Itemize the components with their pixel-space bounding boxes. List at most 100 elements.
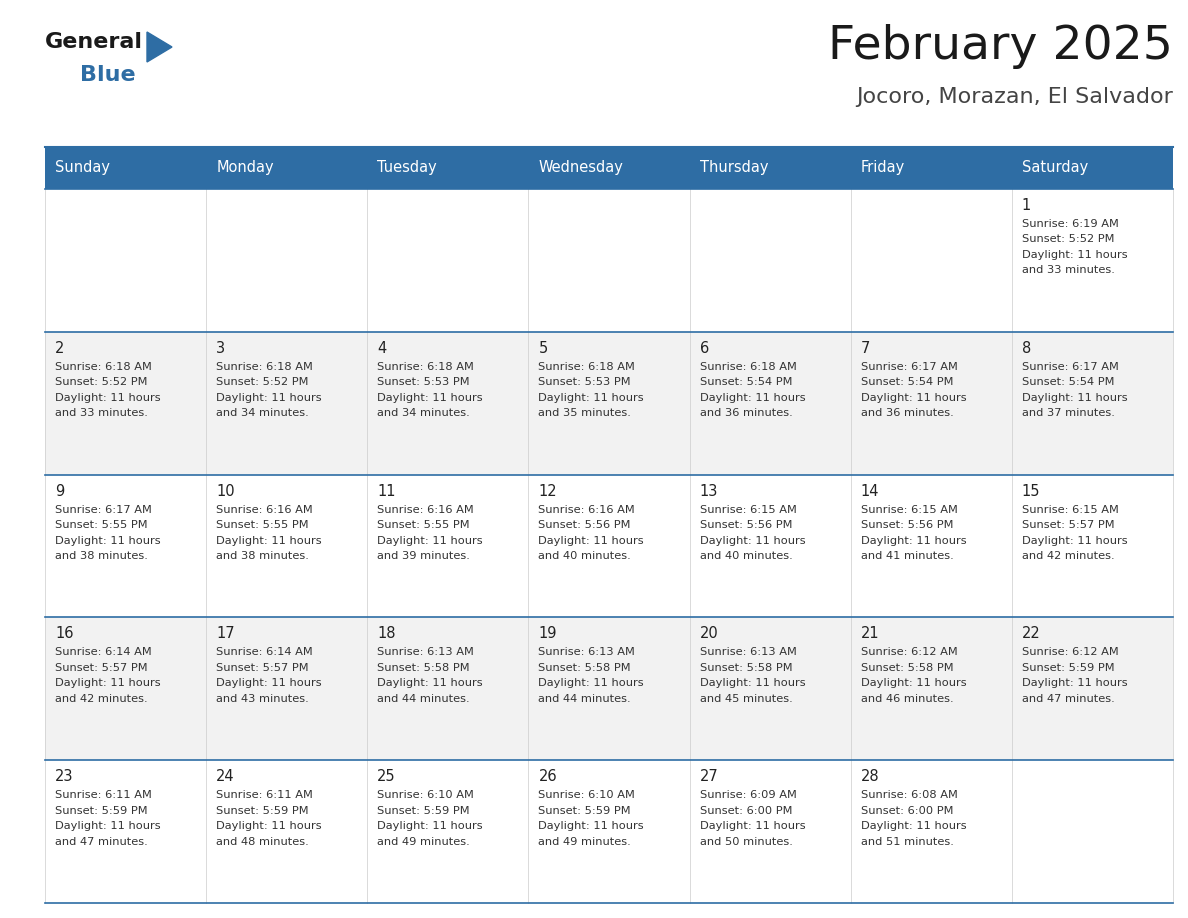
Text: and 43 minutes.: and 43 minutes. <box>216 694 309 704</box>
Text: 22: 22 <box>1022 626 1041 642</box>
Text: Sunrise: 6:11 AM: Sunrise: 6:11 AM <box>55 790 152 800</box>
Text: Sunrise: 6:10 AM: Sunrise: 6:10 AM <box>538 790 636 800</box>
Text: Daylight: 11 hours: Daylight: 11 hours <box>861 393 966 403</box>
Text: Sunset: 5:55 PM: Sunset: 5:55 PM <box>378 521 470 530</box>
Text: and 41 minutes.: and 41 minutes. <box>861 551 954 561</box>
Text: Sunrise: 6:17 AM: Sunrise: 6:17 AM <box>1022 362 1119 372</box>
Text: Daylight: 11 hours: Daylight: 11 hours <box>55 535 160 545</box>
Text: and 36 minutes.: and 36 minutes. <box>861 409 954 419</box>
Text: and 44 minutes.: and 44 minutes. <box>378 694 470 704</box>
Text: Sunset: 5:57 PM: Sunset: 5:57 PM <box>55 663 147 673</box>
Text: and 34 minutes.: and 34 minutes. <box>216 409 309 419</box>
Text: 21: 21 <box>861 626 879 642</box>
Text: Sunset: 6:00 PM: Sunset: 6:00 PM <box>700 806 792 816</box>
Text: Sunrise: 6:18 AM: Sunrise: 6:18 AM <box>55 362 152 372</box>
Text: Sunset: 5:58 PM: Sunset: 5:58 PM <box>538 663 631 673</box>
Text: Sunrise: 6:18 AM: Sunrise: 6:18 AM <box>538 362 636 372</box>
Text: 5: 5 <box>538 341 548 356</box>
Text: Daylight: 11 hours: Daylight: 11 hours <box>55 678 160 688</box>
Text: and 47 minutes.: and 47 minutes. <box>55 836 147 846</box>
Text: Daylight: 11 hours: Daylight: 11 hours <box>700 535 805 545</box>
Bar <box>45 147 1173 189</box>
Text: Daylight: 11 hours: Daylight: 11 hours <box>861 678 966 688</box>
Text: Sunset: 5:58 PM: Sunset: 5:58 PM <box>700 663 792 673</box>
Text: 15: 15 <box>1022 484 1041 498</box>
Text: Tuesday: Tuesday <box>378 161 437 175</box>
Text: Sunrise: 6:15 AM: Sunrise: 6:15 AM <box>1022 505 1119 515</box>
Text: Daylight: 11 hours: Daylight: 11 hours <box>216 678 322 688</box>
Bar <box>45 760 1173 903</box>
Text: Daylight: 11 hours: Daylight: 11 hours <box>538 393 644 403</box>
Text: Monday: Monday <box>216 161 273 175</box>
Text: Sunset: 5:58 PM: Sunset: 5:58 PM <box>378 663 470 673</box>
Text: Sunset: 5:59 PM: Sunset: 5:59 PM <box>538 806 631 816</box>
Text: Daylight: 11 hours: Daylight: 11 hours <box>378 535 482 545</box>
Text: 11: 11 <box>378 484 396 498</box>
Text: Sunrise: 6:10 AM: Sunrise: 6:10 AM <box>378 790 474 800</box>
Text: Daylight: 11 hours: Daylight: 11 hours <box>216 535 322 545</box>
Text: and 42 minutes.: and 42 minutes. <box>55 694 147 704</box>
Text: Wednesday: Wednesday <box>538 161 624 175</box>
Text: Daylight: 11 hours: Daylight: 11 hours <box>861 535 966 545</box>
Text: Sunrise: 6:18 AM: Sunrise: 6:18 AM <box>216 362 312 372</box>
Text: Daylight: 11 hours: Daylight: 11 hours <box>378 678 482 688</box>
Text: and 42 minutes.: and 42 minutes. <box>1022 551 1114 561</box>
Text: Sunset: 5:54 PM: Sunset: 5:54 PM <box>861 377 953 387</box>
Text: Sunset: 5:53 PM: Sunset: 5:53 PM <box>378 377 470 387</box>
Text: and 45 minutes.: and 45 minutes. <box>700 694 792 704</box>
Text: Sunset: 5:56 PM: Sunset: 5:56 PM <box>538 521 631 530</box>
Text: Sunrise: 6:13 AM: Sunrise: 6:13 AM <box>538 647 636 657</box>
Text: Sunset: 5:53 PM: Sunset: 5:53 PM <box>538 377 631 387</box>
Text: and 40 minutes.: and 40 minutes. <box>700 551 792 561</box>
Text: and 35 minutes.: and 35 minutes. <box>538 409 631 419</box>
Text: and 44 minutes.: and 44 minutes. <box>538 694 631 704</box>
Text: 9: 9 <box>55 484 64 498</box>
Text: Sunrise: 6:16 AM: Sunrise: 6:16 AM <box>216 505 312 515</box>
Text: 13: 13 <box>700 484 718 498</box>
Text: 2: 2 <box>55 341 64 356</box>
Text: Sunset: 5:57 PM: Sunset: 5:57 PM <box>216 663 309 673</box>
Text: 26: 26 <box>538 769 557 784</box>
Text: Sunset: 5:55 PM: Sunset: 5:55 PM <box>216 521 309 530</box>
Text: Sunset: 5:55 PM: Sunset: 5:55 PM <box>55 521 147 530</box>
Text: Daylight: 11 hours: Daylight: 11 hours <box>538 678 644 688</box>
Text: Daylight: 11 hours: Daylight: 11 hours <box>216 822 322 831</box>
Text: 17: 17 <box>216 626 235 642</box>
Text: Daylight: 11 hours: Daylight: 11 hours <box>55 393 160 403</box>
Text: Daylight: 11 hours: Daylight: 11 hours <box>538 822 644 831</box>
Text: Sunrise: 6:17 AM: Sunrise: 6:17 AM <box>55 505 152 515</box>
Text: and 49 minutes.: and 49 minutes. <box>538 836 631 846</box>
Text: and 33 minutes.: and 33 minutes. <box>55 409 147 419</box>
Text: Sunrise: 6:19 AM: Sunrise: 6:19 AM <box>1022 219 1119 229</box>
Text: Daylight: 11 hours: Daylight: 11 hours <box>538 535 644 545</box>
Text: Daylight: 11 hours: Daylight: 11 hours <box>1022 535 1127 545</box>
Text: 14: 14 <box>861 484 879 498</box>
Text: 27: 27 <box>700 769 719 784</box>
Text: Daylight: 11 hours: Daylight: 11 hours <box>700 822 805 831</box>
Text: Sunrise: 6:18 AM: Sunrise: 6:18 AM <box>378 362 474 372</box>
Text: Sunrise: 6:12 AM: Sunrise: 6:12 AM <box>861 647 958 657</box>
Text: 1: 1 <box>1022 198 1031 213</box>
Text: and 47 minutes.: and 47 minutes. <box>1022 694 1114 704</box>
Text: and 33 minutes.: and 33 minutes. <box>1022 265 1114 275</box>
Text: February 2025: February 2025 <box>828 24 1173 69</box>
Text: and 50 minutes.: and 50 minutes. <box>700 836 792 846</box>
Text: Daylight: 11 hours: Daylight: 11 hours <box>700 393 805 403</box>
Text: 19: 19 <box>538 626 557 642</box>
Text: 25: 25 <box>378 769 396 784</box>
Bar <box>45 475 1173 618</box>
Text: 7: 7 <box>861 341 870 356</box>
Text: and 40 minutes.: and 40 minutes. <box>538 551 631 561</box>
Text: Sunrise: 6:15 AM: Sunrise: 6:15 AM <box>700 505 796 515</box>
Text: Sunrise: 6:13 AM: Sunrise: 6:13 AM <box>700 647 796 657</box>
Text: Sunset: 5:56 PM: Sunset: 5:56 PM <box>861 521 953 530</box>
Text: Sunday: Sunday <box>55 161 110 175</box>
Text: Sunset: 5:52 PM: Sunset: 5:52 PM <box>55 377 147 387</box>
Text: Sunset: 5:52 PM: Sunset: 5:52 PM <box>216 377 309 387</box>
Text: Sunset: 5:59 PM: Sunset: 5:59 PM <box>1022 663 1114 673</box>
Text: Sunset: 5:54 PM: Sunset: 5:54 PM <box>700 377 792 387</box>
Text: and 46 minutes.: and 46 minutes. <box>861 694 953 704</box>
Text: Sunset: 5:59 PM: Sunset: 5:59 PM <box>55 806 147 816</box>
Text: and 39 minutes.: and 39 minutes. <box>378 551 470 561</box>
Text: Sunrise: 6:14 AM: Sunrise: 6:14 AM <box>216 647 312 657</box>
